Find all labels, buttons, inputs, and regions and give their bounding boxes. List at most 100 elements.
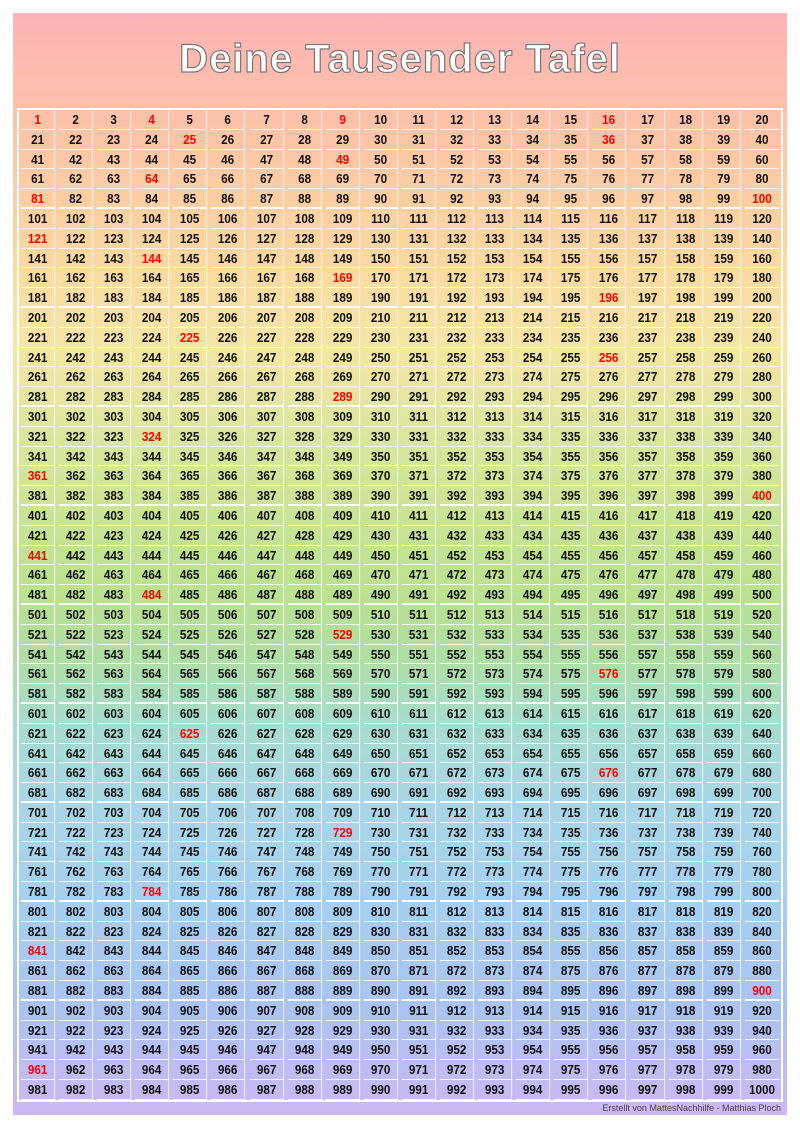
number-cell: 456	[592, 545, 627, 566]
number-cell: 322	[58, 426, 94, 447]
number-cell: 103	[97, 208, 132, 229]
number-cell: 128	[287, 228, 322, 249]
number-cell: 149	[325, 248, 360, 269]
number-cell: 826	[211, 921, 246, 942]
number-cell: 274	[516, 367, 551, 388]
number-cell: 546	[211, 644, 246, 665]
number-cell: 439	[706, 525, 741, 546]
number-cell: 931	[401, 1020, 437, 1041]
number-cell: 853	[478, 941, 513, 962]
number-cell: 219	[706, 307, 741, 328]
number-cell: 174	[516, 268, 551, 289]
number-cell: 807	[249, 901, 284, 922]
number-cell: 609	[325, 703, 360, 724]
number-table: 1 2 3 4 5 6 7 8 9 10 11 12 13 14 15 16 17 18 19 20 21 22 23 24 2…	[17, 108, 783, 1102]
number-cell: 71	[401, 169, 437, 190]
number-cell: 767	[249, 862, 284, 883]
number-cell: 455	[554, 545, 589, 566]
number-cell: 139	[706, 228, 741, 249]
number-cell: 107	[249, 208, 284, 229]
number-cell: 140	[744, 229, 780, 249]
number-cell: 730	[363, 822, 399, 843]
number-cell: 143	[97, 248, 132, 269]
number-cell: 435	[554, 525, 589, 546]
number-cell: 482	[58, 585, 94, 605]
number-cell: 971	[401, 1060, 437, 1081]
number-cell: 530	[363, 624, 399, 645]
number-cell: 820	[744, 902, 780, 922]
number-cell: 968	[287, 1060, 322, 1081]
number-cell: 791	[401, 882, 437, 902]
number-cell: 201	[20, 307, 56, 328]
number-cell: 472	[439, 565, 475, 586]
number-cell: 916	[592, 1000, 627, 1021]
number-cell: 77	[630, 169, 665, 190]
number-cell: 831	[401, 921, 437, 942]
number-cell: 727	[249, 822, 284, 843]
number-cell: 417	[630, 505, 665, 526]
number-cell: 341	[20, 446, 56, 467]
number-cell: 310	[363, 406, 399, 427]
number-cell: 809	[325, 901, 360, 922]
number-cell: 325	[173, 426, 208, 447]
number-cell: 639	[706, 723, 741, 744]
number-cell: 995	[554, 1080, 589, 1100]
number-cell: 205	[173, 307, 208, 328]
number-cell: 648	[287, 743, 322, 764]
number-cell: 893	[478, 981, 513, 1001]
number-cell: 172	[439, 268, 475, 289]
number-cell: 892	[439, 981, 475, 1001]
number-cell: 907	[249, 1000, 284, 1021]
number-cell: 781	[20, 882, 56, 902]
number-cell: 10	[363, 110, 399, 130]
number-cell: 190	[363, 288, 399, 308]
number-cell: 890	[363, 981, 399, 1001]
number-cell: 844	[135, 941, 170, 962]
number-cell: 412	[439, 505, 475, 526]
number-cell: 884	[135, 981, 170, 1001]
number-cell: 694	[516, 783, 551, 803]
number-cell: 301	[20, 406, 56, 427]
number-cell: 87	[249, 189, 284, 209]
number-cell: 798	[668, 882, 703, 902]
number-cell: 936	[592, 1020, 627, 1041]
number-cell: 329	[325, 426, 360, 447]
number-cell: 357	[630, 446, 665, 467]
number-cell: 547	[249, 644, 284, 665]
number-cell: 519	[706, 604, 741, 625]
number-cell: 657	[630, 743, 665, 764]
number-cell: 294	[516, 387, 551, 407]
number-cell: 526	[211, 624, 246, 645]
number-cell: 24	[135, 129, 170, 150]
number-cell: 864	[135, 961, 170, 982]
number-cell: 699	[706, 783, 741, 803]
number-cell: 434	[516, 525, 551, 546]
number-cell: 320	[744, 407, 780, 427]
number-cell: 851	[401, 941, 437, 962]
number-cell: 965	[173, 1060, 208, 1081]
number-cell: 508	[287, 604, 322, 625]
number-cell: 453	[478, 545, 513, 566]
number-cell: 479	[706, 565, 741, 586]
number-cell: 647	[249, 743, 284, 764]
number-cell: 131	[401, 228, 437, 249]
number-cell: 779	[706, 862, 741, 883]
number-cell: 336	[592, 426, 627, 447]
number-cell: 752	[439, 842, 475, 863]
number-cell: 208	[287, 307, 322, 328]
number-cell: 863	[97, 961, 132, 982]
number-cell: 906	[211, 1000, 246, 1021]
number-cell: 805	[173, 901, 208, 922]
square-number-cell: 256	[592, 347, 627, 368]
number-cell: 31	[401, 129, 437, 150]
number-cell: 582	[58, 684, 94, 704]
number-cell: 92	[439, 189, 475, 209]
number-cell: 193	[478, 288, 513, 308]
number-cell: 992	[439, 1080, 475, 1100]
number-cell: 191	[401, 288, 437, 308]
number-cell: 903	[97, 1000, 132, 1021]
number-cell: 958	[668, 1040, 703, 1061]
number-cell: 91	[401, 189, 437, 209]
number-cell: 90	[363, 189, 399, 209]
number-cell: 74	[516, 169, 551, 190]
